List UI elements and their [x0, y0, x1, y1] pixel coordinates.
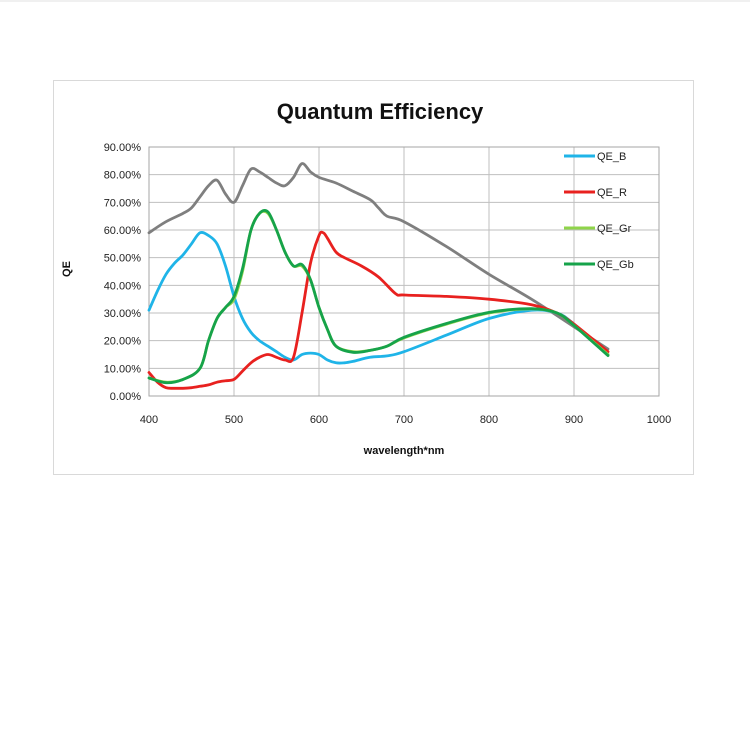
- series-line-qe-r: [147, 230, 610, 390]
- grid: [148, 146, 660, 397]
- x-tick-label: 700: [395, 414, 413, 426]
- x-tick-label: 800: [480, 414, 498, 426]
- series-group: [147, 162, 610, 390]
- y-tick-label: 20.00%: [104, 336, 142, 348]
- y-tick-label: 50.00%: [104, 253, 142, 265]
- x-tick-label: 1000: [647, 414, 671, 426]
- x-tick-labels: 400 500 600 700 800 900 1000: [140, 414, 671, 426]
- top-border: [0, 0, 750, 2]
- series-line-qe-b: [147, 230, 610, 365]
- y-tick-label: 40.00%: [104, 280, 142, 292]
- y-tick-label: 30.00%: [104, 308, 142, 320]
- y-tick-label: 0.00%: [110, 391, 141, 403]
- y-tick-label: 60.00%: [104, 225, 142, 237]
- legend-label: QE_Gb: [597, 259, 634, 271]
- x-tick-label: 900: [565, 414, 583, 426]
- plot-area-border: [148, 146, 660, 397]
- series-line-qe-gb: [147, 209, 610, 385]
- x-tick-label: 500: [225, 414, 243, 426]
- legend-label: QE_B: [597, 151, 626, 163]
- x-axis-label: wavelength*nm: [363, 445, 445, 457]
- y-tick-label: 80.00%: [104, 170, 142, 182]
- y-tick-labels: 0.00% 10.00% 20.00% 30.00% 40.00% 50.00% 60.00…: [104, 142, 142, 403]
- chart-card: Quantum Efficiency 0.00% 10.00% 20.00% 30.0…: [53, 80, 694, 475]
- legend: QE_B QE_R QE_Gr QE_Gb: [564, 151, 634, 271]
- qe-chart: Quantum Efficiency 0.00% 10.00% 20.00% 30.0…: [61, 99, 671, 457]
- legend-label: QE_Gr: [597, 223, 632, 235]
- y-tick-label: 70.00%: [104, 197, 142, 209]
- y-tick-label: 90.00%: [104, 142, 142, 154]
- x-tick-label: 600: [310, 414, 328, 426]
- y-tick-label: 10.00%: [104, 363, 142, 375]
- legend-label: QE_R: [597, 187, 627, 199]
- x-tick-label: 400: [140, 414, 158, 426]
- series-line-unnamed: [147, 162, 610, 351]
- chart-title: Quantum Efficiency: [277, 99, 484, 124]
- y-axis-label: QE: [61, 261, 73, 277]
